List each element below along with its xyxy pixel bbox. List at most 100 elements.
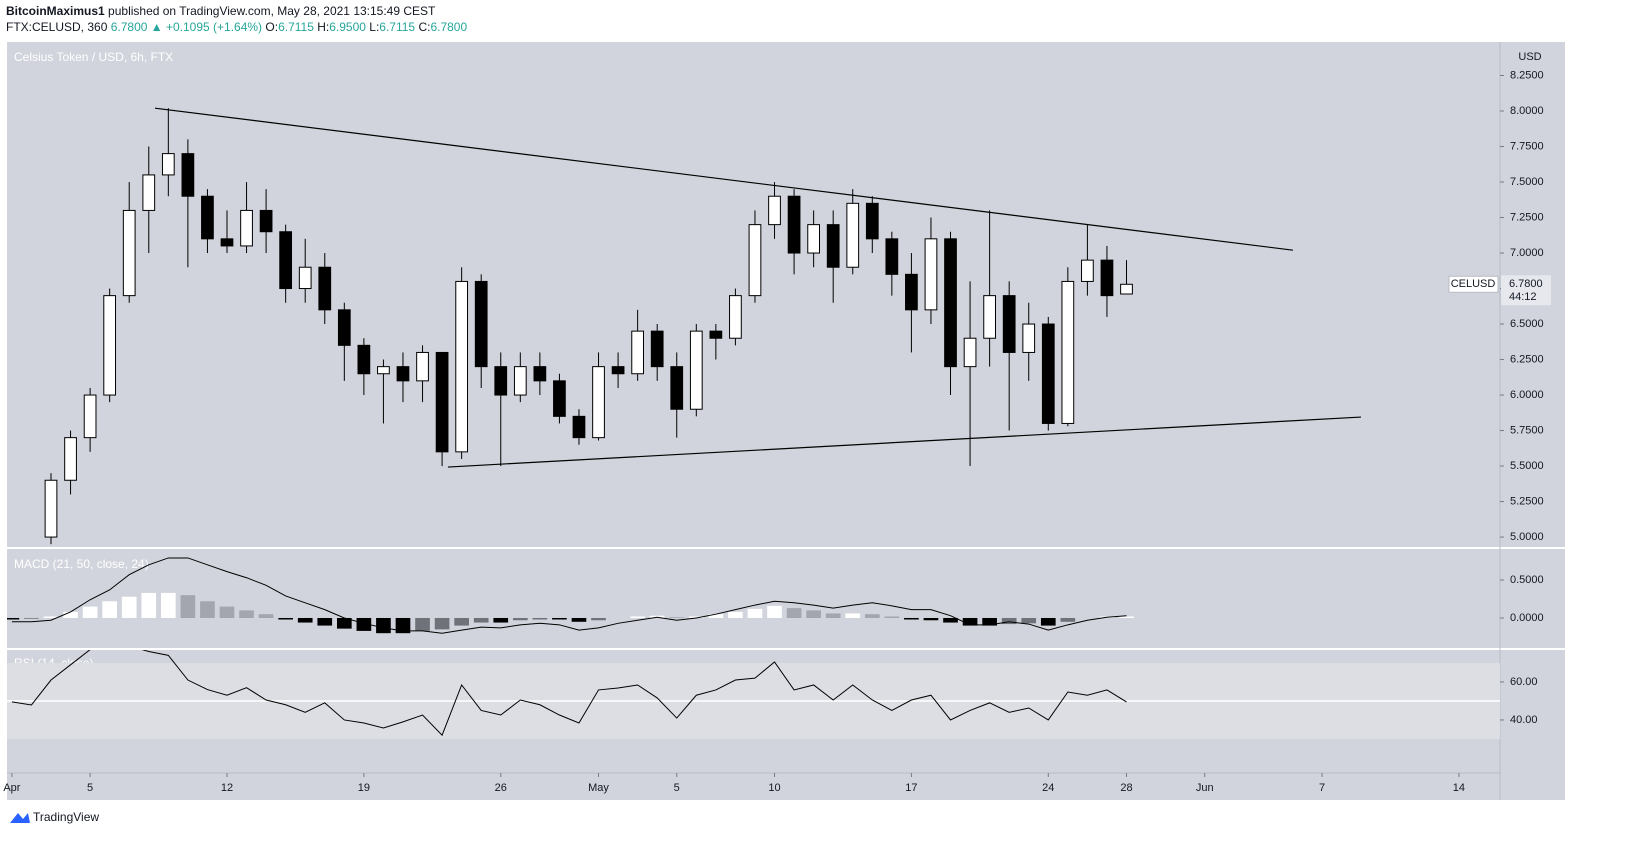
candle-body [142, 174, 156, 211]
change: ▲ +0.1095 (+1.64%) [151, 20, 262, 34]
x-tick-label: 28 [1120, 782, 1132, 794]
macd-histogram-bar [336, 617, 352, 629]
macd-histogram-bar [532, 617, 548, 620]
x-tick-label: 17 [905, 782, 917, 794]
candle-body [670, 366, 684, 410]
ohlc-value: 6.7800 [430, 20, 467, 34]
candle-body [1022, 323, 1036, 353]
macd-histogram-bar [786, 608, 802, 618]
y-tick-label: 7.5000 [1510, 176, 1544, 188]
candle-body [631, 330, 645, 375]
y-tick-label: 7.2500 [1510, 211, 1544, 223]
candle-body [1081, 259, 1094, 282]
ohlc-value: 6.7115 [278, 20, 314, 34]
candle-body [650, 330, 664, 368]
candle-body [298, 266, 312, 290]
ohlc-value: 6.7115 [379, 20, 415, 34]
x-tick-label: 7 [1319, 782, 1325, 794]
candle-body [474, 280, 488, 368]
x-tick-label: 5 [674, 782, 680, 794]
price-tag-text: 6.7800 [1509, 278, 1543, 290]
candle-body [494, 366, 508, 396]
price-tag [1501, 275, 1551, 306]
macd-histogram-bar [493, 617, 509, 623]
countdown: 44:12 [1509, 291, 1537, 303]
y-tick-label: 6.5000 [1510, 318, 1544, 330]
y-tick-label: 6.2500 [1510, 353, 1544, 365]
candle-body [103, 295, 117, 396]
candle-body [435, 351, 449, 453]
macd-histogram-bar [688, 616, 704, 618]
macd-histogram-bar [728, 611, 743, 618]
macd-histogram-bar [923, 617, 939, 621]
macd-histogram-bar [571, 617, 587, 622]
macd-histogram-bar [904, 617, 919, 620]
candle-body [611, 366, 625, 375]
y-tick-label: 8.0000 [1510, 105, 1544, 117]
y-tick-label: 8.2500 [1510, 69, 1544, 81]
x-tick-label: 24 [1042, 782, 1054, 794]
macd-histogram-bar [200, 601, 215, 618]
candle-body [1061, 280, 1075, 424]
candle-body [983, 295, 996, 339]
candle-body [1002, 295, 1016, 353]
macd-histogram-bar [141, 592, 157, 618]
symbol-tag-text: CELUSD [1451, 278, 1496, 290]
author: BitcoinMaximus1 [6, 4, 105, 18]
candle-body [826, 224, 840, 268]
ohlc-value: 6.9500 [329, 20, 366, 34]
candle-body [709, 330, 723, 339]
y-tick-label: 5.7500 [1510, 424, 1544, 436]
candle-body [240, 209, 253, 247]
candle-body [1041, 323, 1055, 424]
candle-body [885, 238, 899, 275]
macd-histogram-bar [63, 611, 78, 618]
candle-body [807, 224, 820, 254]
y-tick-label: 0.0000 [1510, 612, 1544, 624]
x-tick-label: 12 [221, 782, 233, 794]
y-tick-label: 7.7500 [1510, 140, 1544, 152]
macd-histogram-bar [317, 617, 333, 626]
candle-body [377, 366, 390, 375]
y-unit: USD [1518, 51, 1541, 63]
candle-body [748, 224, 762, 297]
x-tick-label: 5 [87, 782, 93, 794]
candle-body [259, 209, 273, 233]
candle-body [572, 415, 586, 439]
macd-histogram-bar [180, 595, 196, 618]
logo-icon [10, 813, 30, 823]
y-tick-label: 5.0000 [1510, 531, 1544, 543]
ohlc-key: C: [418, 20, 430, 34]
macd-histogram-bar [297, 617, 313, 623]
candle-body [357, 344, 371, 375]
y-tick-label: 7.0000 [1510, 247, 1544, 259]
candle-body [64, 437, 77, 481]
chart-title: Celsius Token / USD, 6h, FTX [14, 50, 173, 64]
y-tick-label: 6.0000 [1510, 389, 1544, 401]
logo: TradingView [10, 810, 99, 824]
macd-histogram-bar [1119, 616, 1134, 618]
macd-histogram-bar [884, 616, 900, 618]
macd-histogram-bar [669, 617, 685, 618]
published: published on TradingView.com, May 28, 20… [108, 4, 436, 18]
candle-body [787, 195, 801, 254]
macd-histogram-bar [219, 606, 235, 618]
candle-body [279, 231, 293, 290]
candle-body [846, 202, 860, 268]
x-tick-label: May [588, 782, 609, 794]
macd-histogram-bar [825, 613, 841, 618]
macd-histogram-bar [747, 608, 763, 618]
x-tick-label: Jun [1196, 782, 1214, 794]
candle-body [416, 351, 429, 382]
macd-histogram-bar [1021, 617, 1037, 624]
axes: 5.0000 5.2500 5.5000 5.7500 6.0000 6.2500 6.50… [3, 69, 1551, 794]
y-tick-label: 60.00 [1510, 676, 1538, 688]
candle-body [924, 238, 938, 311]
macd-histogram-bar [102, 601, 117, 618]
trendline [447, 416, 1362, 468]
rsi-pane [7, 650, 1500, 739]
macd-histogram-bar [356, 617, 372, 631]
macd-pane [7, 557, 1134, 634]
candle-body [396, 366, 410, 382]
